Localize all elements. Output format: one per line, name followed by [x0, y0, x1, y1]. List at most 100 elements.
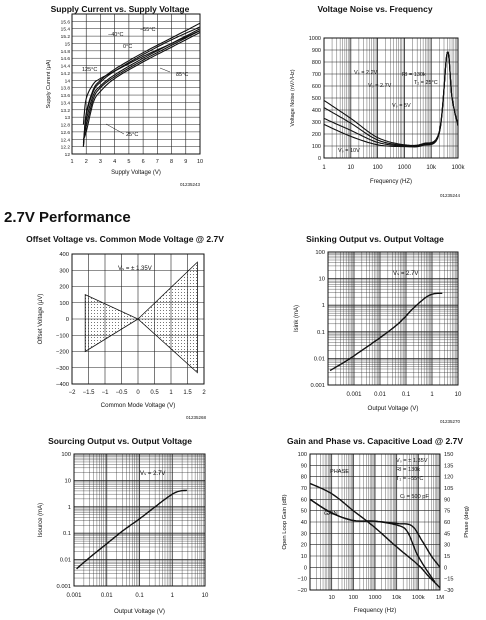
sink-x-axis-label: Output Voltage (V)	[368, 405, 419, 412]
supply-y-tick-label: 12.8	[61, 123, 71, 129]
offset-frame	[71, 253, 205, 385]
offset-y-tick-label: 400	[59, 252, 69, 258]
gain-y-tick-label: 80	[301, 475, 307, 481]
offset-y-tick-label: 300	[59, 268, 69, 274]
source-y-tick-label: 10	[65, 478, 71, 484]
supply-annotation: 125°C	[82, 67, 97, 73]
chart-title-sourcing-output: Sourcing Output vs. Output Voltage	[48, 436, 192, 446]
supply-x-tick-label: 9	[184, 159, 187, 165]
noise-y-tick-label: 100	[312, 144, 321, 150]
noise-y-tick-label: 800	[312, 60, 321, 66]
chart-title-sinking-output: Sinking Output vs. Output Voltage	[306, 234, 444, 244]
gain-annotation: RI = 130k	[396, 467, 420, 473]
gain-x-tick-label: 100	[348, 595, 358, 601]
gain-y2-tick-label: 75	[444, 509, 450, 515]
supply-series-line	[82, 30, 201, 125]
supply-leader-line	[105, 123, 125, 135]
supply-y-tick-label: 12.4	[61, 137, 71, 143]
source-x-tick-label: 0.1	[135, 593, 144, 599]
supply-y-tick-label: 13.2	[61, 108, 71, 114]
noise-series-line	[323, 51, 459, 146]
offset-y-tick-label: −300	[56, 366, 69, 372]
noise-y-tick-label: 300	[312, 120, 321, 126]
gain-x-tick-label: 10	[328, 595, 334, 601]
sink-y-tick-label: 0.1	[317, 330, 325, 336]
supply-y-tick-label: 15.6	[61, 19, 71, 25]
sink-x-tick-label: 0.01	[374, 392, 386, 398]
gain-x-tick-label: 10k	[392, 595, 401, 601]
gain-y2-tick-label: 150	[444, 452, 453, 458]
gain-y-tick-label: 50	[301, 509, 307, 515]
source-y-axis-label: Isource (mA)	[38, 503, 44, 537]
noise-x-tick-label: 100k	[451, 165, 465, 171]
supply-x-tick-label: 3	[99, 159, 102, 165]
supply-x-axis-label: Supply Voltage (V)	[111, 170, 161, 176]
offset-x-tick-label: 0	[136, 390, 140, 396]
supply-y-tick-label: 14	[65, 78, 71, 84]
source-x-tick-label: 0.001	[66, 593, 82, 599]
noise-y-tick-label: 600	[312, 84, 321, 90]
figure-code: 01235268	[186, 415, 207, 420]
sink-y-tick-label: 1	[322, 303, 325, 309]
supply-y-tick-label: 15	[65, 41, 71, 47]
supply-x-tick-label: 6	[142, 159, 145, 165]
offset-x-tick-label: 1.5	[183, 390, 192, 396]
noise-annotation: Vₛ = 5V	[392, 103, 411, 109]
gain-y2-tick-label: 15	[444, 554, 450, 560]
noise-x-axis-label: Frequency (HZ)	[370, 179, 412, 185]
noise-series-line	[323, 51, 459, 147]
noise-annotation: Vₛ = 2.2V	[354, 70, 378, 76]
supply-x-tick-label: 8	[170, 159, 173, 165]
chart-title-offset-voltage: Offset Voltage vs. Common Mode Voltage @…	[26, 234, 224, 244]
gain-y-tick-label: −10	[298, 577, 308, 583]
sink-series-line	[329, 292, 443, 372]
gain-y2-tick-label: −15	[444, 577, 454, 583]
gain-y-tick-label: 70	[301, 486, 307, 492]
source-x-axis-label: Output Voltage (V)	[114, 608, 165, 615]
gain-y-tick-label: 0	[304, 565, 307, 571]
gain-y2-tick-label: 60	[444, 520, 450, 526]
offset-x-tick-label: −2	[69, 390, 77, 396]
gain-annotation: T₁ = −55°C	[396, 476, 423, 482]
gain-y-tick-label: 20	[301, 543, 307, 549]
noise-x-tick-label: 10	[347, 165, 354, 171]
offset-y-tick-label: 200	[59, 285, 69, 291]
chart-title-supply-current: Supply Current vs. Supply Voltage	[50, 4, 190, 14]
gain-y2-tick-label: 30	[444, 543, 450, 549]
supply-y-tick-label: 12	[65, 152, 71, 158]
supply-y-tick-label: 14.6	[61, 56, 71, 62]
source-x-tick-label: 10	[202, 593, 209, 599]
sink-y-tick-label: 10	[319, 277, 325, 283]
supply-series-line	[82, 26, 201, 147]
sink-x-tick-label: 1	[430, 392, 434, 398]
noise-y-tick-label: 700	[312, 72, 321, 78]
noise-annotation: Vₛ = 10V	[338, 148, 360, 154]
noise-series-line	[323, 51, 459, 147]
noise-y-tick-label: 200	[312, 132, 321, 138]
source-x-tick-label: 1	[171, 593, 175, 599]
source-x-tick-label: 0.01	[101, 593, 113, 599]
offset-x-tick-label: −0.5	[116, 390, 129, 396]
source-annotation: Vₛ = 2.7V	[140, 471, 165, 477]
supply-series-line	[82, 30, 201, 143]
noise-annotation: Vₛ = 2.7V	[368, 83, 392, 89]
supply-x-tick-label: 7	[156, 159, 159, 165]
sink-y-tick-label: 0.01	[314, 356, 325, 362]
gain-annotation: GAIN	[324, 511, 338, 517]
supply-y-tick-label: 12.2	[61, 145, 71, 151]
offset-y-tick-label: −200	[56, 350, 69, 356]
supply-x-tick-label: 1	[70, 159, 73, 165]
supply-x-tick-label: 5	[127, 159, 130, 165]
supply-annotation: −55°C	[140, 27, 156, 33]
offset-y-tick-label: −100	[56, 333, 69, 339]
gain-y2-tick-label: 0	[444, 565, 447, 571]
source-y-tick-label: 100	[61, 452, 71, 458]
chart-title-gain-phase: Gain and Phase vs. Capacitive Load @ 2.7…	[287, 436, 463, 446]
source-y-tick-label: 1	[68, 505, 71, 511]
supply-y-tick-label: 15.2	[61, 34, 71, 40]
figure-code: 01235270	[440, 419, 461, 424]
supply-y-tick-label: 15.4	[61, 27, 71, 33]
supply-y-axis-label: Supply Current (μA)	[46, 59, 52, 108]
gain-y-tick-label: 100	[298, 452, 307, 458]
